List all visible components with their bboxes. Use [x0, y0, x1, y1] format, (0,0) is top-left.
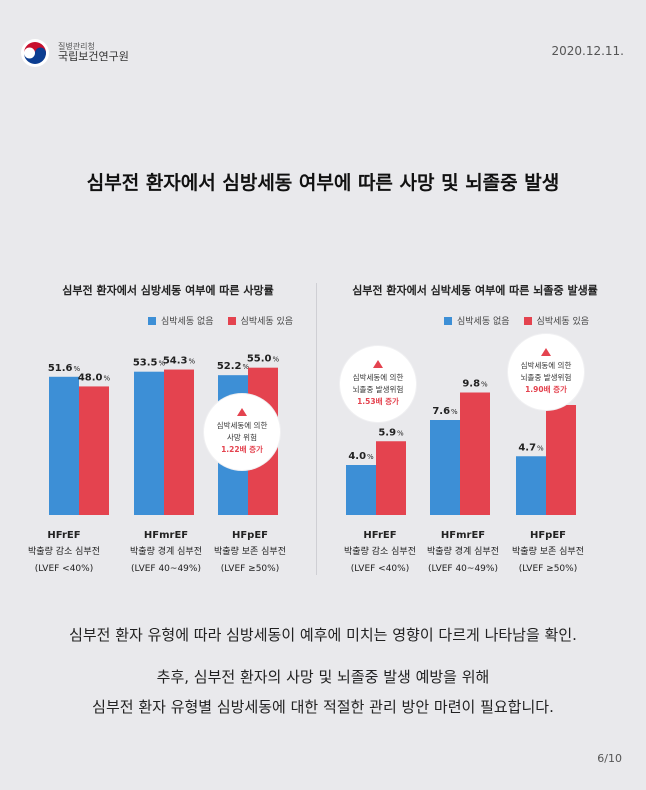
- category-desc: 박출량 보존 심부전: [512, 547, 584, 557]
- summary-line-2: 추후, 심부전 환자의 사망 및 뇌졸중 발생 예방을 위해: [156, 668, 490, 686]
- bar-hfpef-series-0: [516, 456, 546, 515]
- bubble-line: 심박세동에 의한: [216, 421, 268, 430]
- right-category-hfmref: HFmrEF 박출량 경계 심부전 (LVEF 40~49%): [418, 527, 508, 578]
- data-label-hfpef-series-0: 4.7%: [518, 442, 544, 453]
- bar-hfref-series-1: [79, 386, 109, 515]
- legend-swatch-red: [523, 316, 532, 325]
- bubble-highlight: 1.53배 증가: [357, 397, 399, 406]
- legend-item-no-af: 심박세동 없음: [148, 314, 214, 327]
- category-desc: 박출량 감소 심부전: [28, 547, 100, 557]
- panel-divider: [316, 283, 317, 575]
- category-lvef: (LVEF <40%): [34, 564, 94, 574]
- category-name: HFrEF: [363, 530, 397, 541]
- category-desc: 박출량 경계 심부전: [427, 547, 499, 557]
- bubble-line: 심박세동에 의한: [520, 361, 572, 370]
- right-category-hfref: HFrEF 박출량 감소 심부전 (LVEF <40%): [335, 527, 425, 578]
- category-lvef: (LVEF ≥50%): [220, 564, 280, 574]
- category-lvef: (LVEF 40~49%): [428, 564, 498, 574]
- bar-hfref-series-0: [346, 465, 376, 515]
- category-name: HFpEF: [529, 530, 567, 541]
- legend-item-af: 심박세동 있음: [523, 314, 590, 327]
- stroke-risk-bubble-hfpef: 심박세동에 의한 뇌졸중 발생위험 1.90배 증가: [508, 334, 584, 410]
- left-category-hfref: HFrEF 박출량 감소 심부전 (LVEF <40%): [19, 527, 109, 578]
- category-desc: 박출량 경계 심부전: [130, 547, 202, 557]
- bar-hfpef-series-1: [546, 405, 576, 515]
- page-number: 6/10: [597, 752, 622, 765]
- bubble-line: 심박세동에 의한: [352, 373, 404, 382]
- legend-label-no-af: 심박세동 없음: [457, 317, 510, 327]
- bar-hfref-series-1: [376, 441, 406, 515]
- bar-hfmref-series-0: [430, 420, 460, 515]
- legend-label-af: 심박세동 있음: [536, 317, 590, 327]
- org-parent: 질병관리청: [58, 42, 95, 52]
- bubble-line: 뇌졸중 발생위험: [352, 385, 404, 394]
- data-label-hfref-series-0: 4.0%: [348, 451, 374, 462]
- summary-line-1: 심부전 환자 유형에 따라 심방세동이 예후에 미치는 영향이 다르게 나타남을…: [69, 626, 577, 644]
- bar-hfmref-series-1: [164, 369, 194, 515]
- category-desc: 박출량 보존 심부전: [214, 547, 286, 557]
- left-category-hfpef: HFpEF 박출량 보존 심부전 (LVEF ≥50%): [205, 527, 295, 578]
- bubble-highlight: 1.22배 증가: [221, 445, 263, 454]
- category-name: HFpEF: [231, 530, 269, 541]
- bubble-line: 뇌졸중 발생위험: [520, 373, 572, 382]
- bubble-line: 사망 위험: [227, 433, 257, 442]
- category-lvef: (LVEF ≥50%): [518, 564, 578, 574]
- data-label-hfmref-series-1: 54.3%: [163, 356, 196, 367]
- legend-label-af: 심박세동 있음: [240, 317, 294, 327]
- header: 질병관리청 국립보건연구원: [20, 36, 129, 70]
- org-main: 국립보건연구원: [58, 50, 129, 64]
- legend-swatch-blue: [444, 316, 452, 325]
- data-label-hfref-series-1: 5.9%: [378, 427, 404, 438]
- mortality-risk-bubble: 심박세동에 의한 사망 위험 1.22배 증가: [204, 394, 280, 470]
- left-legend: 심박세동 없음 심박세동 있음: [148, 314, 293, 327]
- right-category-hfpef: HFpEF 박출량 보존 심부전 (LVEF ≥50%): [503, 527, 593, 578]
- legend-swatch-blue: [148, 316, 156, 325]
- category-desc: 박출량 감소 심부전: [344, 547, 416, 557]
- legend-item-af: 심박세동 있음: [227, 314, 294, 327]
- bar-hfmref-series-1: [460, 392, 490, 515]
- increase-triangle-icon: [237, 408, 247, 416]
- legend-swatch-red: [227, 316, 236, 325]
- data-label-hfref-series-1: 48.0%: [78, 372, 111, 383]
- data-label-hfpef-series-0: 52.2%: [217, 361, 250, 372]
- data-label-hfmref-series-0: 53.5%: [133, 358, 166, 369]
- bar-hfmref-series-0: [134, 371, 164, 515]
- data-label-hfmref-series-0: 7.6%: [432, 406, 458, 417]
- data-label-hfref-series-0: 51.6%: [48, 363, 81, 374]
- stroke-risk-bubble-hfref: 심박세동에 의한 뇌졸중 발생위험 1.53배 증가: [340, 346, 416, 422]
- bubble-highlight: 1.90배 증가: [525, 385, 567, 394]
- category-name: HFmrEF: [440, 530, 486, 541]
- data-label-hfpef-series-1: 55.0%: [247, 354, 280, 365]
- right-legend: 심박세동 없음 심박세동 있음: [444, 314, 589, 327]
- summary-line-3: 심부전 환자 유형별 심방세동에 대한 적절한 관리 방안 마련이 필요합니다.: [92, 698, 554, 716]
- government-emblem-icon: [21, 39, 49, 67]
- increase-triangle-icon: [373, 360, 383, 368]
- category-lvef: (LVEF <40%): [350, 564, 410, 574]
- legend-label-no-af: 심박세동 없음: [161, 317, 214, 327]
- date: 2020.12.11.: [551, 44, 624, 58]
- category-name: HFrEF: [47, 530, 81, 541]
- left-category-hfmref: HFmrEF 박출량 경계 심부전 (LVEF 40~49%): [121, 527, 211, 578]
- data-label-hfmref-series-1: 9.8%: [462, 379, 488, 390]
- legend-item-no-af: 심박세동 없음: [444, 314, 510, 327]
- organization-name: 질병관리청 국립보건연구원: [58, 42, 129, 64]
- bar-hfref-series-0: [49, 376, 79, 515]
- category-lvef: (LVEF 40~49%): [131, 564, 201, 574]
- page-title: 심부전 환자에서 심방세동 여부에 따른 사망 및 뇌졸중 발생: [86, 172, 560, 194]
- right-chart-title: 심부전 환자에서 심박세동 여부에 따른 뇌졸중 발생률: [352, 284, 598, 297]
- left-chart-title: 심부전 환자에서 심방세동 여부에 따른 사망률: [62, 284, 274, 297]
- increase-triangle-icon: [541, 348, 551, 356]
- category-name: HFmrEF: [143, 530, 189, 541]
- stroke-bar-chart: 4.0%5.9%7.6%9.8%4.7%8.8%: [346, 379, 576, 515]
